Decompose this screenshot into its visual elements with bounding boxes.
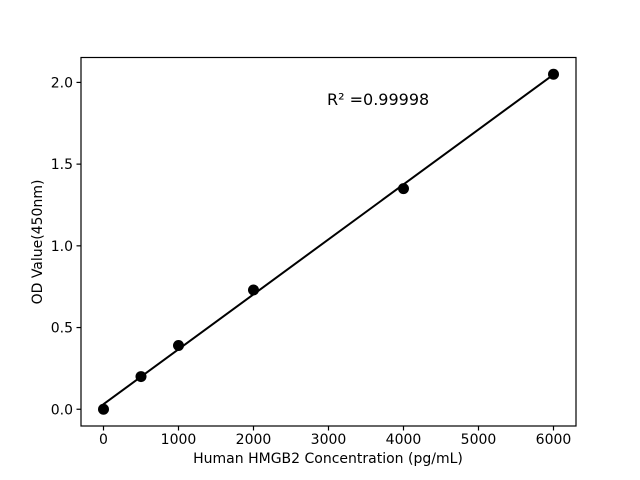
y-tick-label: 0.0: [51, 402, 73, 418]
x-tick-label: 4000: [386, 432, 422, 448]
data-point: [398, 183, 409, 195]
y-tick-label: 0.5: [51, 321, 73, 337]
y-tick-label: 1.0: [51, 239, 73, 255]
data-point: [248, 284, 259, 296]
y-tick-label: 2.0: [51, 75, 73, 91]
x-tick-label: 3000: [311, 432, 347, 448]
x-tick-label: 6000: [536, 432, 572, 448]
data-point: [548, 68, 559, 80]
fit-line: [102, 73, 555, 406]
data-point: [98, 403, 109, 415]
r-squared-annotation: R² =0.99998: [327, 90, 430, 109]
data-point: [135, 371, 147, 383]
x-axis-label: Human HMGB2 Concentration (pg/mL): [193, 451, 463, 467]
y-tick-label: 1.5: [51, 157, 73, 173]
y-axis-label: OD Value(450nm): [30, 179, 46, 305]
x-tick-label: 2000: [236, 432, 272, 448]
x-tick-label: 1000: [161, 432, 197, 448]
data-point: [173, 340, 184, 352]
x-tick-label: 0: [99, 432, 108, 448]
x-tick-label: 5000: [461, 432, 497, 448]
